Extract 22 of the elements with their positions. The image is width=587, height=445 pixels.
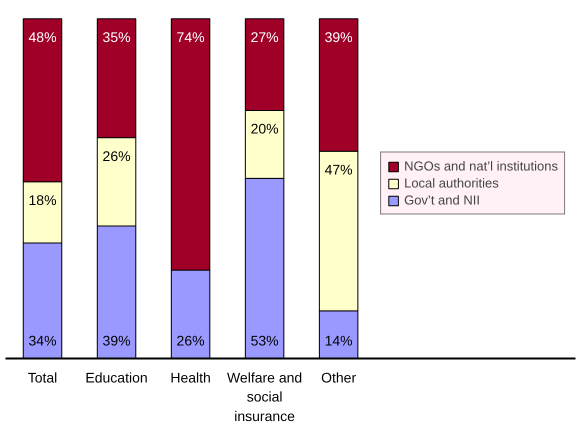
x-tick-label: Other bbox=[321, 370, 356, 386]
data-label: 34% bbox=[28, 332, 57, 348]
data-label: 53% bbox=[250, 332, 279, 348]
legend-label: Local authorities bbox=[404, 176, 499, 190]
legend-label: NGOs and nat’l institutions bbox=[404, 158, 558, 174]
x-tick-label: Health bbox=[170, 370, 211, 386]
data-label: 47% bbox=[324, 161, 353, 178]
data-label: 27% bbox=[250, 28, 279, 45]
data-label: 48% bbox=[28, 28, 57, 45]
x-tick-label: Education bbox=[85, 370, 148, 386]
data-label: 14% bbox=[324, 332, 353, 348]
data-label: 35% bbox=[102, 28, 131, 45]
data-label: 74% bbox=[176, 28, 205, 45]
legend-label: Gov’t and NII bbox=[404, 192, 480, 208]
data-label: 20% bbox=[250, 120, 279, 137]
data-label: 26% bbox=[176, 332, 205, 348]
x-tick-label: Welfare and social insurance bbox=[226, 370, 302, 424]
data-label: 18% bbox=[28, 192, 57, 208]
x-tick-label: Total bbox=[28, 370, 58, 386]
data-label: 39% bbox=[102, 332, 131, 348]
data-label: 26% bbox=[102, 148, 131, 164]
data-label: 39% bbox=[324, 28, 353, 45]
